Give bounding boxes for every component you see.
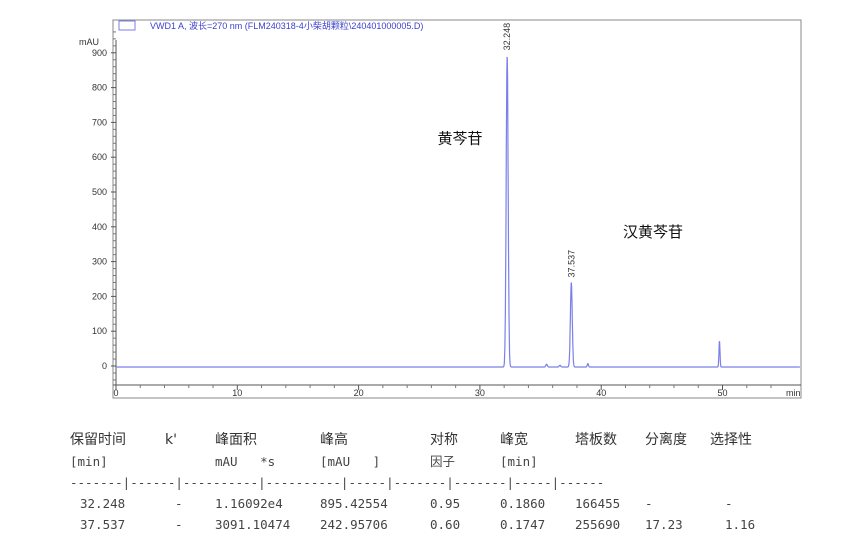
- table-header-cell: [min]: [70, 454, 108, 469]
- table-cell: 166455: [575, 496, 621, 511]
- x-tick-label: 30: [475, 388, 485, 398]
- legend-swatch: [118, 20, 136, 31]
- table-cell: -: [645, 496, 653, 511]
- y-tick-label: 600: [92, 152, 107, 162]
- table-cell: 0.1747: [500, 517, 546, 532]
- y-tick-label: 800: [92, 83, 107, 93]
- x-tick-label: 20: [354, 388, 364, 398]
- y-tick-label: 200: [92, 291, 107, 301]
- table-header-cell: 因子: [430, 454, 456, 469]
- y-tick-label: 700: [92, 117, 107, 127]
- x-tick-label: 0: [113, 388, 118, 398]
- table-cell: 3091.10474: [215, 517, 291, 532]
- table-header-cell: 选择性: [710, 432, 752, 448]
- peak-annotation: 黄芩苷: [437, 129, 482, 147]
- table-header-cell: [min]: [500, 454, 538, 469]
- y-tick-label: 300: [92, 257, 107, 267]
- table-header-cell: [mAU ]: [320, 454, 381, 469]
- table-separator: -------|------|----------|----------|---…: [70, 475, 605, 490]
- table-cell: -: [175, 496, 183, 511]
- peak-label: 37.537: [566, 250, 576, 278]
- chromatogram-chart: VWD1 A, 波长=270 nm (FLM240318-4小柴胡颗粒\2404…: [79, 19, 802, 399]
- y-tick-label: 400: [92, 222, 107, 232]
- table-cell: -: [725, 496, 733, 511]
- peak-table: 保留时间 k' 峰面积 峰高 对称 峰宽 塔板数 分离度 选择性 [min] mAU *s [mAU …: [70, 430, 755, 535]
- table-header-cell: 分离度: [645, 432, 687, 448]
- table-cell: 1.16: [725, 517, 756, 532]
- x-tick-label: 10: [232, 388, 242, 398]
- x-tick-label: 40: [596, 388, 606, 398]
- table-cell: 37.537: [80, 517, 126, 532]
- chart-title: VWD1 A, 波长=270 nm (FLM240318-4小柴胡颗粒\2404…: [150, 20, 423, 31]
- table-header-cell: 峰宽: [500, 432, 528, 448]
- table-cell: 1.16092e4: [215, 496, 283, 511]
- table-header-cell: 保留时间: [70, 432, 126, 448]
- table-cell: 17.23: [645, 517, 683, 532]
- plot-frame: [112, 19, 802, 399]
- table-header-row: 保留时间 k' 峰面积 峰高 对称 峰宽 塔板数 分离度 选择性: [70, 430, 752, 451]
- table-cell: 255690: [575, 517, 621, 532]
- peak-annotation: 汉黄芩苷: [623, 223, 683, 241]
- table-header-cell: 塔板数: [575, 432, 617, 448]
- y-axis-label: mAU: [79, 37, 99, 47]
- x-tick-label: 50: [717, 388, 727, 398]
- table-header-row: [min] mAU *s [mAU ] 因子 [min]: [70, 451, 604, 472]
- table-cell: 32.248: [80, 496, 126, 511]
- table-cell: 0.95: [430, 496, 461, 511]
- table-header-cell: k': [165, 432, 177, 448]
- table-row: 37.537 - 3091.10474 242.95706 0.60 0.1747 2556…: [70, 514, 755, 535]
- table-cell: 895.42554: [320, 496, 388, 511]
- y-tick-label: 900: [92, 48, 107, 58]
- table-header-cell: 峰面积: [215, 432, 257, 448]
- y-tick-label: 100: [92, 326, 107, 336]
- table-header-cell: 对称: [430, 432, 458, 448]
- table-row: 32.248 - 1.16092e4 895.42554 0.95 0.1860 16645…: [70, 493, 733, 514]
- table-header-cell: 峰高: [320, 432, 348, 448]
- x-axis-label: min: [786, 388, 801, 398]
- table-cell: 0.60: [430, 517, 461, 532]
- table-header-cell: mAU *s: [215, 454, 276, 469]
- y-tick-label: 500: [92, 187, 107, 197]
- table-cell: -: [175, 517, 183, 532]
- table-cell: 0.1860: [500, 496, 546, 511]
- peak-label: 32.248: [502, 23, 512, 51]
- y-tick-label: 0: [102, 361, 107, 371]
- table-cell: 242.95706: [320, 517, 388, 532]
- chromatogram-trace: [116, 56, 800, 368]
